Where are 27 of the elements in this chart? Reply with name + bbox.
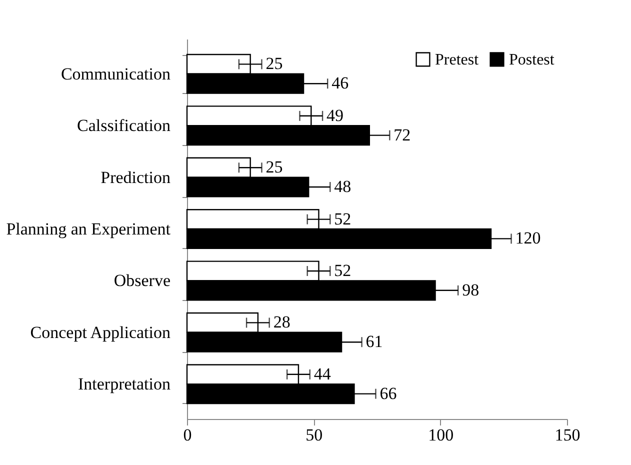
data-label: 28 bbox=[273, 312, 290, 332]
legend-label: Postest bbox=[509, 51, 555, 68]
data-label: 72 bbox=[394, 125, 411, 144]
x-tick-label: 0 bbox=[183, 426, 192, 444]
data-label: 66 bbox=[380, 384, 397, 403]
y-tick-label: Observe bbox=[114, 271, 170, 290]
y-tick-label: Concept Application bbox=[30, 322, 171, 342]
y-tick-label: Communication bbox=[60, 64, 171, 84]
y-tick-label: Calssification bbox=[77, 116, 171, 136]
data-label: 49 bbox=[326, 106, 344, 125]
data-label: 44 bbox=[314, 364, 332, 384]
data-label: 48 bbox=[334, 176, 352, 196]
y-tick-label: Planning an Experiment bbox=[6, 220, 171, 238]
x-tick-label: 50 bbox=[306, 426, 323, 444]
data-label: 25 bbox=[266, 54, 283, 74]
data-label: 52 bbox=[334, 261, 352, 280]
y-tick-label: Interpretation bbox=[78, 374, 171, 394]
y-tick-label: Prediction bbox=[100, 168, 171, 187]
legend-label: Pretest bbox=[435, 51, 480, 68]
x-tick-label: 100 bbox=[428, 426, 454, 444]
data-label: 46 bbox=[332, 74, 349, 93]
data-label: 25 bbox=[266, 158, 283, 177]
x-tick-label: 150 bbox=[554, 426, 580, 444]
data-label: 120 bbox=[515, 228, 541, 248]
data-label: 98 bbox=[462, 280, 480, 300]
data-label: 52 bbox=[334, 209, 352, 228]
data-label: 61 bbox=[366, 332, 383, 352]
